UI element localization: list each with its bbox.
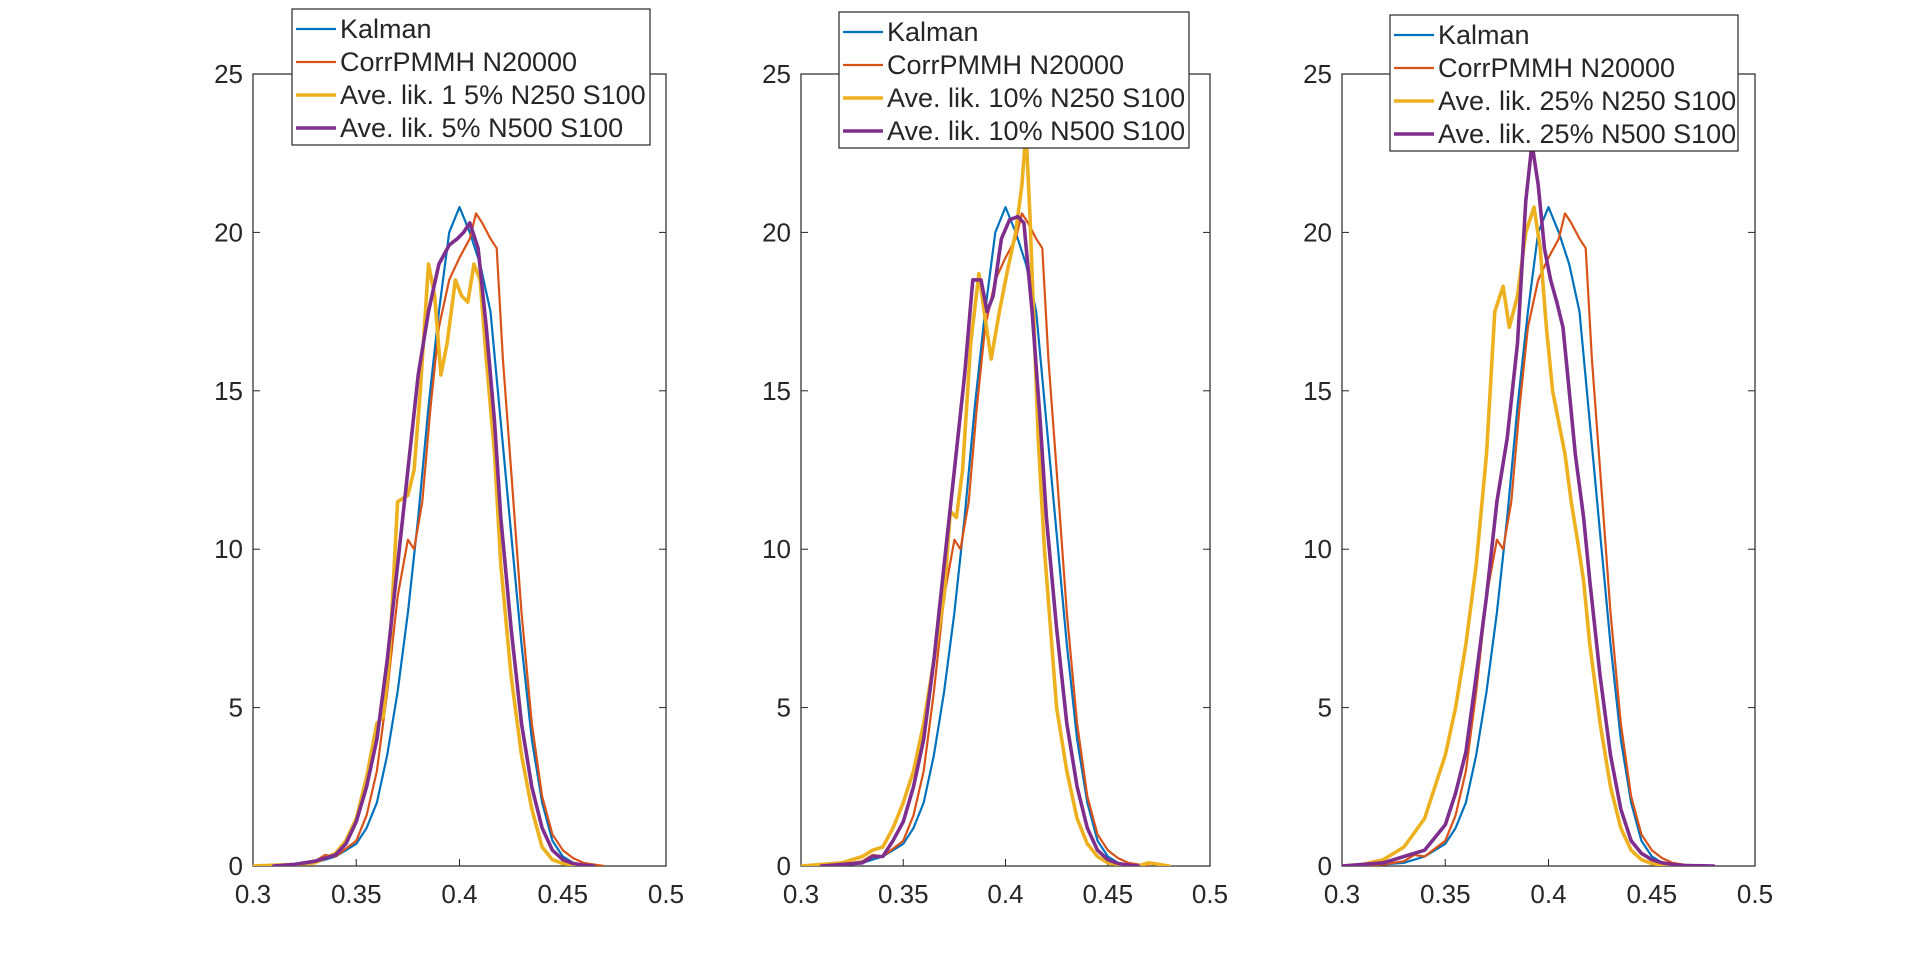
legend-box xyxy=(1389,14,1739,152)
x-tick-label: 0.3 xyxy=(1324,879,1360,909)
x-tick-label: 0.4 xyxy=(441,879,477,909)
x-tick-label: 0.35 xyxy=(1420,879,1471,909)
legend-box xyxy=(291,8,651,146)
series-line-2 xyxy=(820,212,1150,866)
y-tick-label: 5 xyxy=(777,693,791,723)
plot-area xyxy=(1341,73,1756,867)
y-tick-label: 25 xyxy=(1303,59,1332,89)
y-tick-label: 20 xyxy=(214,217,243,247)
y-tick-label: 15 xyxy=(762,376,791,406)
subplot-2: 0.3 0.35 0.4 0.45 0.5 0 5 10 15 20 25 KalmanCorrPMM… xyxy=(762,11,1228,909)
subplot-3: 0.3 0.35 0.4 0.45 0.5 0 5 10 15 20 25 KalmanCorrPMM… xyxy=(1303,14,1773,909)
series-line-2 xyxy=(1361,212,1695,866)
legend-label: CorrPMMH N20000 xyxy=(887,50,1124,80)
series-line-2 xyxy=(272,212,606,866)
y-tick-label: 0 xyxy=(777,851,791,881)
x-tick-label: 0.35 xyxy=(878,879,929,909)
series-group xyxy=(253,206,606,866)
legend-label: Ave. lik. 25% N500 S100 xyxy=(1438,119,1736,149)
x-tick-label: 0.3 xyxy=(235,879,271,909)
y-tick-label: 20 xyxy=(762,217,791,247)
subplot-1: 0.3 0.35 0.4 0.45 0.5 0 5 10 15 20 25 KalmanCorrPMM… xyxy=(214,8,684,909)
legend-label: CorrPMMH N20000 xyxy=(340,47,577,77)
x-tick-label: 0.45 xyxy=(1626,879,1677,909)
series-line-4 xyxy=(271,221,596,866)
x-tick-label: 0.5 xyxy=(1192,879,1228,909)
legend-label: Ave. lik. 5% N500 S100 xyxy=(340,113,623,143)
y-tick-label: 0 xyxy=(229,851,243,881)
y-tick-label: 15 xyxy=(214,376,243,406)
y-tick-label: 20 xyxy=(1303,217,1332,247)
x-tick-label: 0.3 xyxy=(783,879,819,909)
legend-label: CorrPMMH N20000 xyxy=(1438,53,1675,83)
x-tick-label: 0.5 xyxy=(648,879,684,909)
legend-label: Kalman xyxy=(887,17,979,47)
series-line-4 xyxy=(1342,141,1716,866)
legend-label: Ave. lik. 10% N500 S100 xyxy=(887,116,1185,146)
legend-label: Ave. lik. 10% N250 S100 xyxy=(887,83,1185,113)
y-tick-label: 10 xyxy=(214,534,243,564)
series-line-4 xyxy=(819,214,1141,866)
series-line-3 xyxy=(801,129,1171,866)
y-tick-label: 15 xyxy=(1303,376,1332,406)
plot-area xyxy=(800,73,1211,867)
y-tick-label: 5 xyxy=(229,693,243,723)
legend-label: Kalman xyxy=(340,14,432,44)
x-tick-label: 0.5 xyxy=(1737,879,1773,909)
plot-area xyxy=(252,73,667,867)
x-tick-label: 0.35 xyxy=(331,879,382,909)
x-tick-label: 0.4 xyxy=(1530,879,1566,909)
legend-label: Ave. lik. 1 5% N250 S100 xyxy=(340,80,646,110)
y-tick-label: 25 xyxy=(762,59,791,89)
y-tick-label: 25 xyxy=(214,59,243,89)
legend-box xyxy=(838,11,1190,149)
series-line-1 xyxy=(253,206,595,866)
x-tick-label: 0.45 xyxy=(537,879,588,909)
series-group xyxy=(801,129,1171,866)
y-tick-label: 10 xyxy=(1303,534,1332,564)
series-line-1 xyxy=(801,206,1140,866)
y-tick-label: 10 xyxy=(762,534,791,564)
series-line-3 xyxy=(1342,205,1675,866)
y-tick-label: 0 xyxy=(1318,851,1332,881)
x-tick-label: 0.4 xyxy=(987,879,1023,909)
legend-label: Ave. lik. 25% N250 S100 xyxy=(1438,86,1736,116)
series-group xyxy=(1342,141,1716,866)
y-tick-label: 5 xyxy=(1318,693,1332,723)
x-tick-label: 0.45 xyxy=(1082,879,1133,909)
legend-label: Kalman xyxy=(1438,20,1530,50)
